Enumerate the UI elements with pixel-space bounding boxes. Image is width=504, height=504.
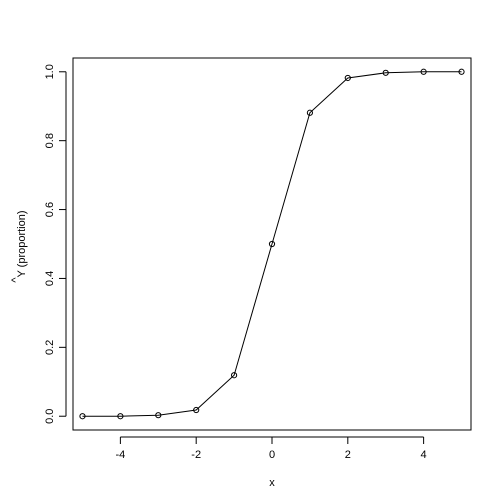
data-point bbox=[268, 240, 276, 248]
data-point bbox=[230, 372, 238, 379]
data-point bbox=[193, 406, 200, 414]
plot-box bbox=[72, 57, 472, 431]
y-tick-label: 0.4 bbox=[44, 271, 56, 286]
x-tick-label: 2 bbox=[345, 449, 351, 461]
series-line bbox=[82, 71, 462, 417]
x-axis: -4 -2 0 2 4 bbox=[115, 436, 427, 461]
data-point bbox=[306, 109, 314, 116]
data-point bbox=[420, 68, 427, 75]
x-tick-label: 0 bbox=[269, 449, 275, 461]
y-tick-label: 0.0 bbox=[44, 409, 56, 424]
series-layer bbox=[79, 68, 465, 420]
x-tick-label: 4 bbox=[421, 449, 427, 461]
data-point bbox=[155, 412, 162, 419]
y-axis-title: Y (proportion) bbox=[16, 210, 28, 277]
x-tick-label: -4 bbox=[115, 449, 125, 461]
x-tick-label: -2 bbox=[191, 449, 201, 461]
data-point bbox=[382, 69, 389, 76]
data-point bbox=[344, 74, 351, 82]
y-tick-label: 1.0 bbox=[44, 64, 56, 79]
y-tick-label: 0.8 bbox=[44, 133, 56, 148]
y-tick-label: 0.6 bbox=[44, 202, 56, 217]
data-point bbox=[79, 413, 86, 420]
data-point bbox=[458, 68, 465, 75]
y-axis-title-hat: ^ bbox=[10, 277, 22, 283]
x-axis-title: x bbox=[269, 477, 275, 489]
data-point bbox=[117, 413, 124, 420]
y-tick-label: 0.2 bbox=[44, 340, 56, 355]
y-axis: 0.0 0.2 0.4 0.6 0.8 1.0 bbox=[44, 64, 67, 424]
y-axis-title-group: Y (proportion) ^ bbox=[10, 210, 28, 282]
